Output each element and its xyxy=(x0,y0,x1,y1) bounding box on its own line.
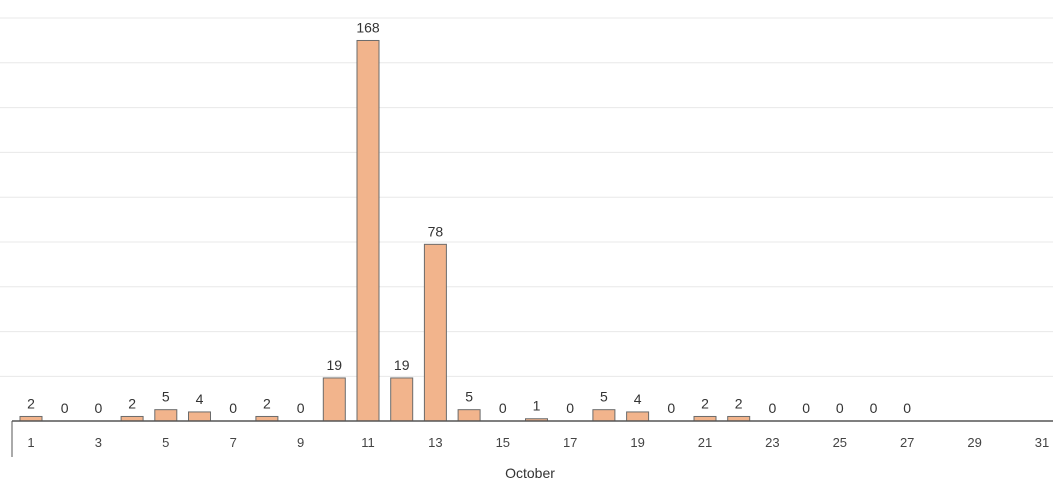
data-label-day-20: 0 xyxy=(667,400,675,416)
data-label-day-2: 0 xyxy=(61,400,69,416)
data-label-day-14: 5 xyxy=(465,389,473,405)
data-label-day-27: 0 xyxy=(903,400,911,416)
bar-day-12 xyxy=(390,377,414,422)
x-tick-label-15: 15 xyxy=(496,435,510,450)
data-label-day-24: 0 xyxy=(802,400,810,416)
data-label-layer: 2 0 0 2 5 4 0 2 0 19 168 19 78 5 0 1 0 5 4 0 2 2 0 0 0 0 0 xyxy=(27,19,911,416)
bar-day-5 xyxy=(154,409,178,422)
x-axis: 1 3 5 7 9 11 13 15 17 19 21 23 25 27 29 31 xyxy=(11,420,1053,457)
x-tick-label-5: 5 xyxy=(162,435,169,450)
data-label-day-11: 168 xyxy=(356,19,380,35)
bar-day-10 xyxy=(322,377,346,422)
bar-day-11 xyxy=(356,39,380,422)
x-tick-label-29: 29 xyxy=(967,435,981,450)
data-label-day-15: 0 xyxy=(499,400,507,416)
data-label-day-7: 0 xyxy=(229,400,237,416)
x-tick-label-27: 27 xyxy=(900,435,914,450)
bar-day-19 xyxy=(626,411,650,422)
data-label-day-17: 0 xyxy=(566,400,574,416)
bar-day-6 xyxy=(188,411,211,422)
data-label-day-10: 19 xyxy=(327,357,343,373)
data-label-day-9: 0 xyxy=(297,400,305,416)
data-label-day-13: 78 xyxy=(428,223,444,239)
data-label-day-23: 0 xyxy=(769,400,777,416)
x-axis-title: October xyxy=(505,465,555,481)
bar-day-13 xyxy=(423,243,447,422)
x-tick-label-1: 1 xyxy=(27,435,34,450)
data-label-day-25: 0 xyxy=(836,400,844,416)
data-label-day-19: 4 xyxy=(634,391,642,407)
x-tick-label-17: 17 xyxy=(563,435,577,450)
data-label-day-21: 2 xyxy=(701,395,709,411)
data-label-day-22: 2 xyxy=(735,395,743,411)
data-label-day-26: 0 xyxy=(870,400,878,416)
x-tick-label-11: 11 xyxy=(361,435,375,450)
x-tick-label-3: 3 xyxy=(95,435,102,450)
x-tick-label-25: 25 xyxy=(833,435,847,450)
data-label-day-5: 5 xyxy=(162,389,170,405)
bar-day-14 xyxy=(457,409,481,422)
data-label-day-3: 0 xyxy=(95,400,103,416)
data-label-day-8: 2 xyxy=(263,395,271,411)
grid-layer xyxy=(0,17,1053,377)
data-label-day-12: 19 xyxy=(394,357,410,373)
x-tick-label-23: 23 xyxy=(765,435,779,450)
bar-layer xyxy=(19,39,751,422)
x-tick-label-7: 7 xyxy=(230,435,237,450)
data-label-day-16: 1 xyxy=(533,398,541,414)
data-label-day-1: 2 xyxy=(27,395,35,411)
data-label-day-6: 4 xyxy=(196,391,204,407)
bar-day-18 xyxy=(592,409,616,422)
data-label-day-18: 5 xyxy=(600,389,608,405)
x-tick-label-31: 31 xyxy=(1035,435,1049,450)
x-tick-label-9: 9 xyxy=(297,435,304,450)
x-tick-label-21: 21 xyxy=(698,435,712,450)
x-tick-label-19: 19 xyxy=(630,435,644,450)
x-tick-label-13: 13 xyxy=(428,435,442,450)
data-label-day-4: 2 xyxy=(128,395,136,411)
